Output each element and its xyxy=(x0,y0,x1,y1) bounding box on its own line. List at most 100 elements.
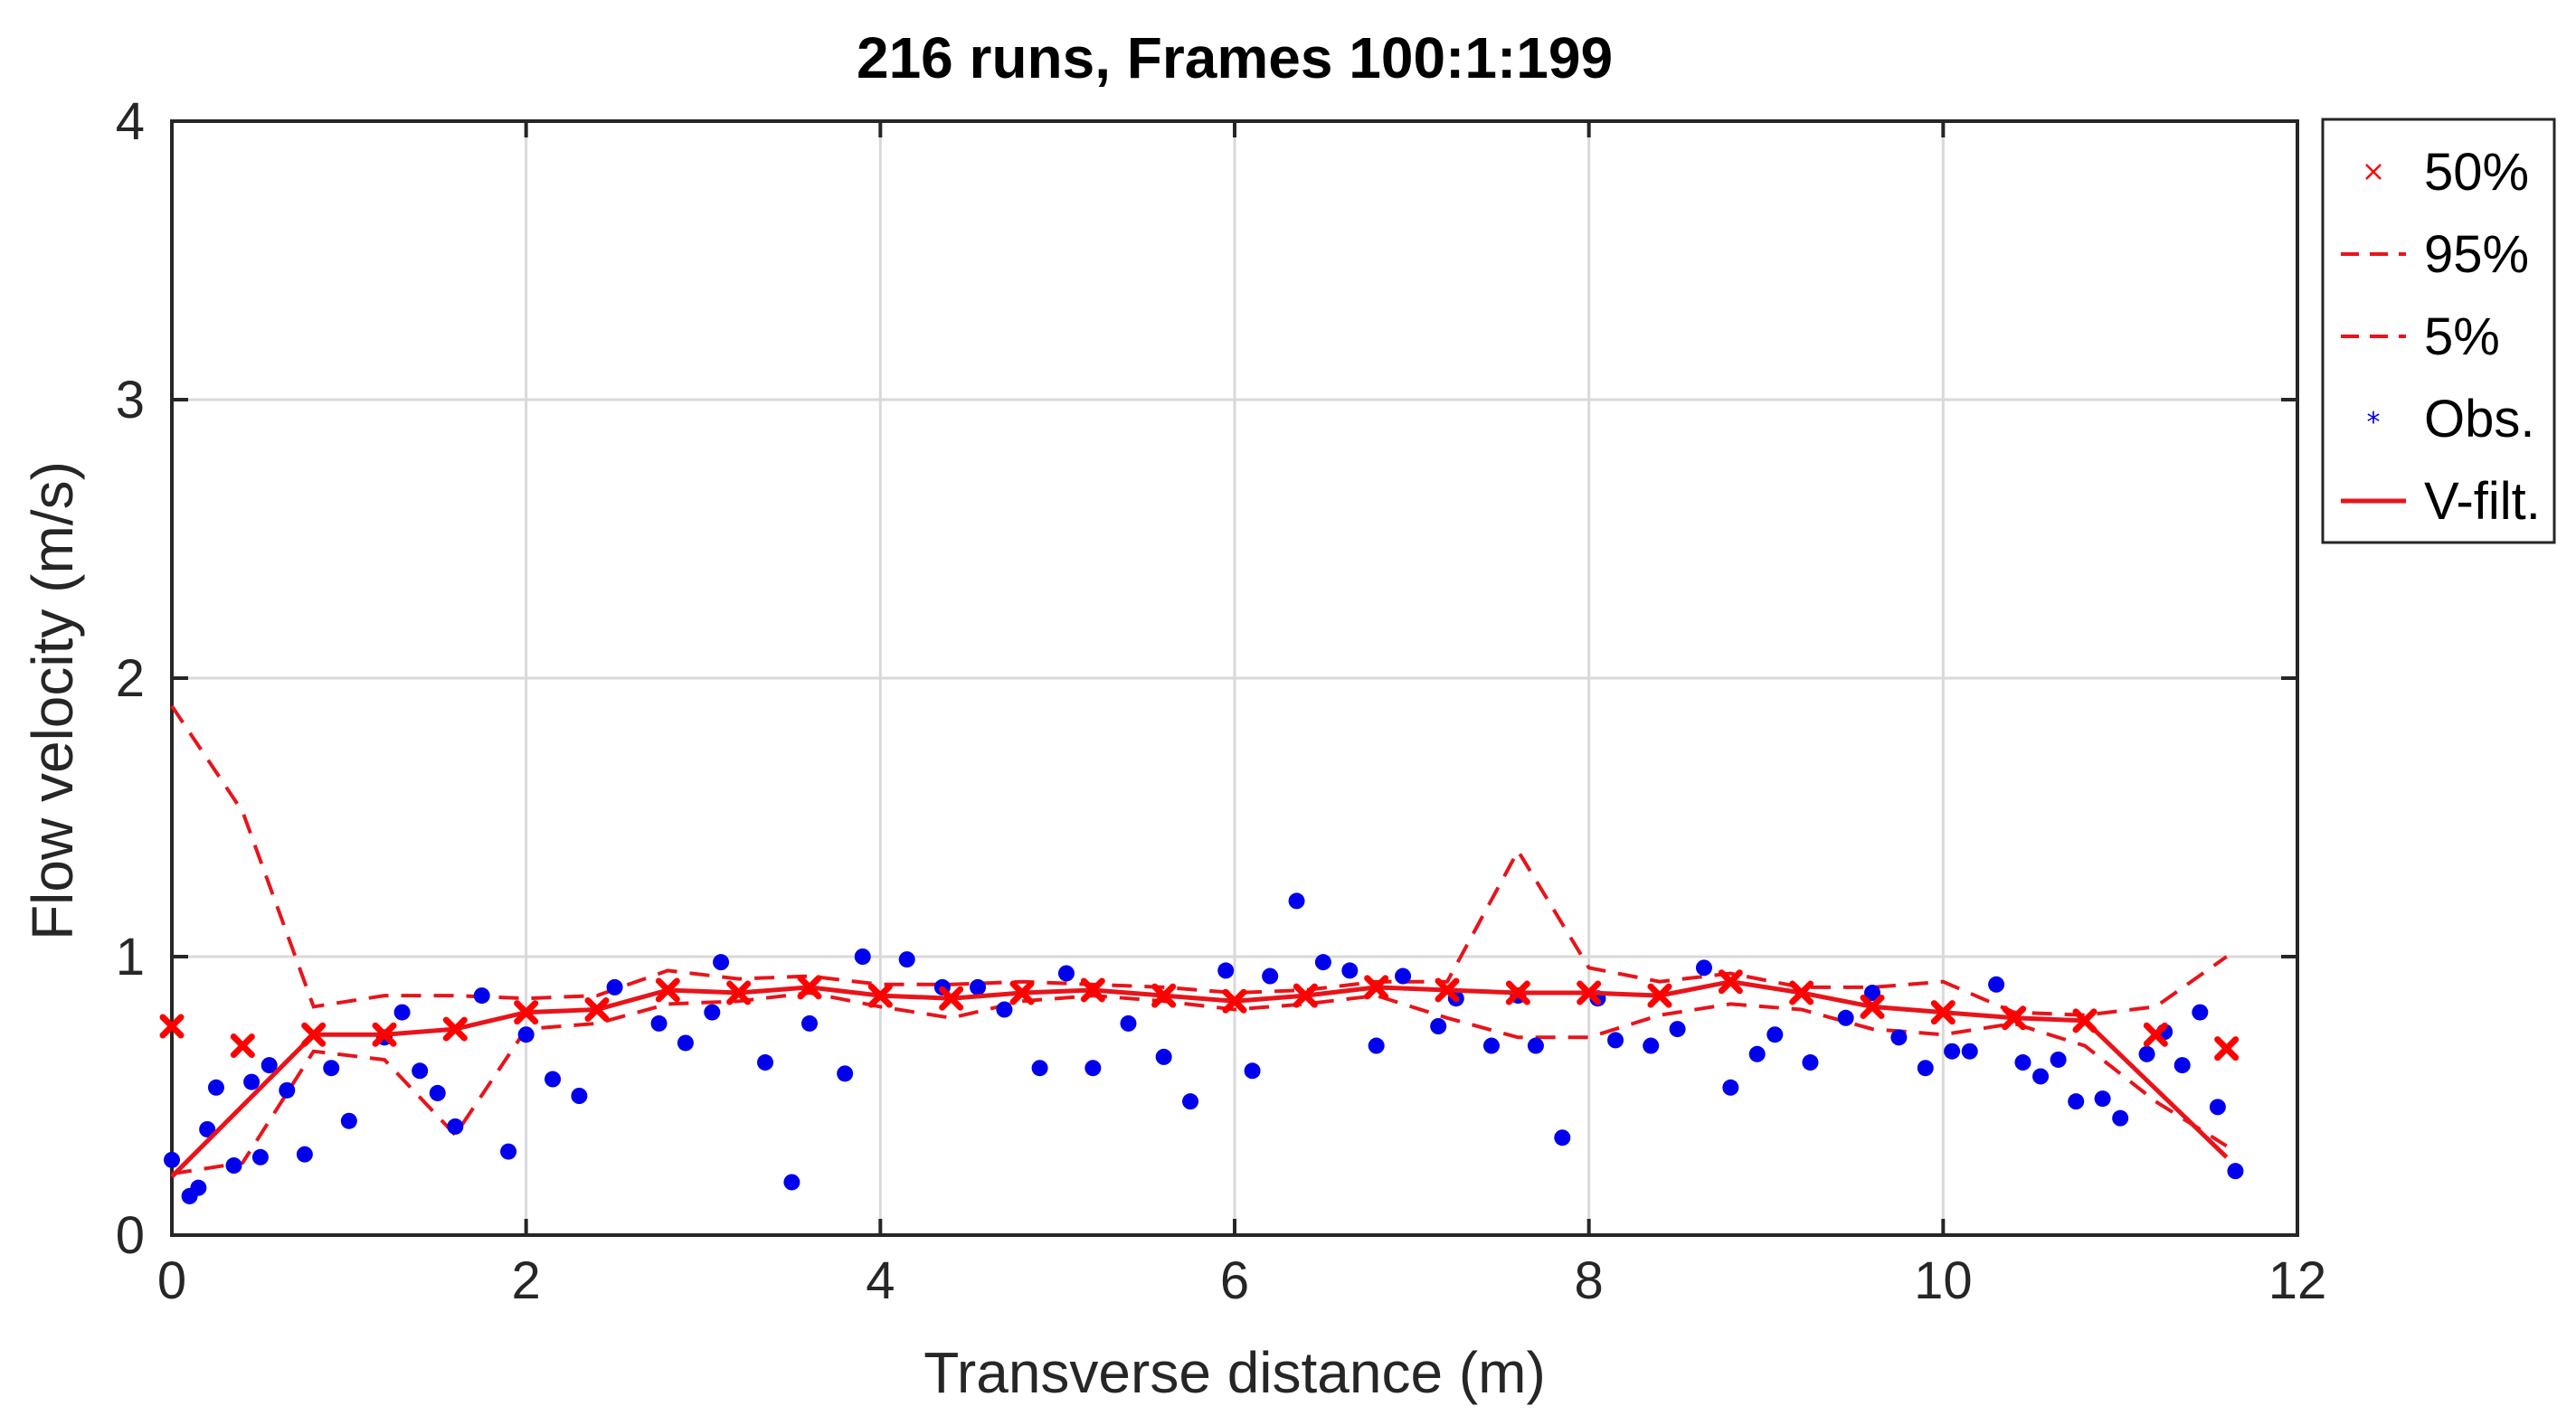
median-marker-stroke xyxy=(1577,980,1602,1005)
median-marker-stroke xyxy=(1505,980,1530,1005)
median-marker xyxy=(1505,980,1530,1005)
obs-point xyxy=(545,1071,562,1088)
obs-point xyxy=(296,1146,313,1163)
median-marker-stroke xyxy=(159,1014,185,1039)
legend: 50% 95% 5% * Obs. V-filt. xyxy=(2321,118,2556,544)
gridlines xyxy=(172,121,2297,1235)
median-marker xyxy=(867,983,893,1008)
median-marker xyxy=(2214,1036,2240,1062)
obs-point xyxy=(2014,1054,2031,1071)
obs-point xyxy=(2068,1093,2085,1110)
legend-item: * Obs. xyxy=(2367,390,2535,448)
obs-point xyxy=(2209,1099,2226,1116)
median-marker-stroke xyxy=(1222,988,1247,1014)
obs-point xyxy=(260,1057,278,1074)
obs-point xyxy=(412,1062,429,1080)
median-marker xyxy=(939,986,964,1011)
y-tick-label: 0 xyxy=(116,1206,145,1265)
median-marker xyxy=(1435,977,1460,1003)
median-marker-stroke xyxy=(1789,980,1814,1005)
obs-point xyxy=(2227,1163,2244,1180)
y-axis-label: Flow velocity (m/s) xyxy=(20,461,85,940)
obs-point xyxy=(801,1014,818,1032)
x-tick-label: 2 xyxy=(512,1251,541,1310)
obs-point xyxy=(996,1001,1013,1018)
legend-label: 5% xyxy=(2424,307,2500,366)
obs-point xyxy=(1314,954,1331,971)
median-marker xyxy=(1151,983,1177,1008)
obs-point xyxy=(2032,1068,2050,1085)
legend-star-marker-icon: * xyxy=(2367,407,2381,439)
median-marker-stroke xyxy=(372,1022,397,1047)
median-marker-stroke xyxy=(442,1016,468,1042)
x-tick-label: 12 xyxy=(2268,1251,2327,1310)
median-marker xyxy=(1293,983,1318,1008)
obs-point xyxy=(473,987,490,1005)
median-marker xyxy=(442,1016,468,1042)
series-layer xyxy=(159,704,2244,1204)
obs-point xyxy=(837,1065,854,1082)
median-marker-stroke xyxy=(1009,980,1035,1005)
median-marker xyxy=(1222,988,1247,1014)
obs-point xyxy=(1182,1093,1199,1110)
median-marker xyxy=(2143,1022,2168,1047)
median-marker xyxy=(1009,980,1035,1005)
obs-point xyxy=(429,1084,446,1101)
obs-point xyxy=(1395,967,1412,985)
y-tick-label: 3 xyxy=(116,371,145,429)
obs-point xyxy=(2112,1109,2129,1127)
median-marker xyxy=(159,1014,185,1039)
legend-label: Obs. xyxy=(2424,390,2535,448)
median-marker xyxy=(1577,980,1602,1005)
obs-point xyxy=(1802,1054,1819,1071)
legend-item: 95% xyxy=(2341,225,2529,284)
obs-point xyxy=(1155,1048,1172,1065)
obs-point xyxy=(704,1004,721,1021)
legend-label: V-filt. xyxy=(2424,472,2541,531)
obs-point xyxy=(1944,1043,1961,1060)
obs-point xyxy=(2138,1045,2155,1062)
median-marker-stroke xyxy=(1718,969,1743,995)
median-marker xyxy=(1789,980,1814,1005)
median-marker xyxy=(1860,994,1885,1019)
x-tick-label: 8 xyxy=(1575,1251,1604,1310)
legend-box xyxy=(2321,118,2556,544)
median-marker-stroke xyxy=(1364,975,1389,1000)
obs-point xyxy=(199,1120,216,1137)
median-marker-stroke xyxy=(584,997,610,1023)
obs-point xyxy=(606,978,623,996)
obs-point xyxy=(1917,1060,1934,1077)
obs-point xyxy=(2094,1090,2111,1108)
median-marker-stroke xyxy=(797,975,822,1000)
obs-point xyxy=(1722,1079,1739,1096)
obs-point xyxy=(164,1151,180,1168)
obs-point xyxy=(1120,1014,1137,1032)
obs-point xyxy=(447,1118,464,1135)
median-marker-stroke xyxy=(230,1033,255,1059)
obs-point xyxy=(1057,965,1075,982)
legend-item: V-filt. xyxy=(2341,472,2541,531)
obs-point xyxy=(650,1014,668,1032)
obs-point xyxy=(1031,1060,1048,1077)
obs-point xyxy=(1961,1043,1978,1060)
obs-point xyxy=(677,1034,694,1052)
median-marker xyxy=(372,1022,397,1047)
obs-point xyxy=(1748,1045,1766,1062)
obs-point xyxy=(1669,1021,1686,1038)
obs-point xyxy=(898,951,915,968)
median-marker xyxy=(301,1022,327,1047)
median-marker xyxy=(514,1000,539,1025)
obs-point xyxy=(1288,892,1305,910)
obs-point xyxy=(1643,1037,1660,1054)
obs-point xyxy=(1341,962,1359,979)
median-marker-stroke xyxy=(301,1022,327,1047)
median-marker-stroke xyxy=(939,986,964,1011)
median-marker xyxy=(1647,983,1672,1008)
series-95-line xyxy=(170,704,2228,1017)
series-vfilt-line xyxy=(170,979,2229,1179)
obs-point xyxy=(1837,1009,1854,1026)
y-tick-label: 1 xyxy=(116,928,145,986)
x-tick-label: 6 xyxy=(1220,1251,1249,1310)
